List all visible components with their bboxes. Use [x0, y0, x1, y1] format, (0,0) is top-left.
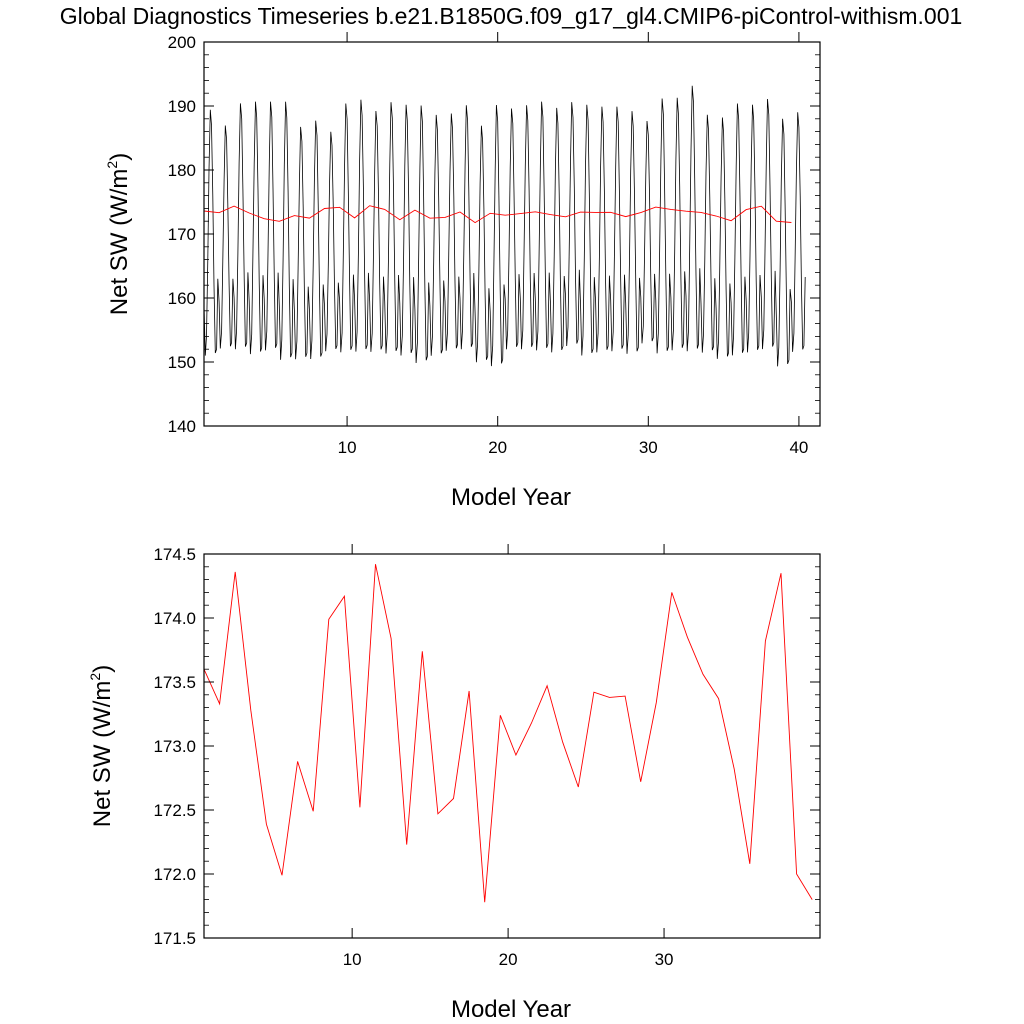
panel-2-y-tick-label: 174.0 — [153, 609, 196, 628]
panel-1-y-tick-label: 140 — [168, 417, 196, 436]
panel-2: 171.5 172.0 172.5 173.0 173.5 174.0 174.5 10 20 3… — [87, 544, 821, 1023]
figure-title: Global Diagnostics Timeseries b.e21.B185… — [60, 3, 963, 29]
panel-2-ticks: 171.5 172.0 172.5 173.0 173.5 174.0 174.5 10 20 3… — [153, 544, 820, 969]
panel-1-y-tick-label: 150 — [168, 353, 196, 372]
panel-2-x-tick-label: 20 — [499, 950, 518, 969]
panel-1-x-tick-label: 30 — [639, 438, 658, 457]
panel-2-y-tick-label: 172.0 — [153, 865, 196, 884]
panel-1-x-tick-label: 10 — [338, 438, 357, 457]
panel-1-x-axis-label: Model Year — [451, 484, 571, 511]
panel-1-y-tick-label: 190 — [168, 97, 196, 116]
panel-1-series — [204, 85, 806, 367]
panel-1-y-axis-label: Net SW (W/m2) — [104, 153, 133, 315]
panel-2-x-tick-label: 10 — [343, 950, 362, 969]
panel-2-x-tick-label: 30 — [655, 950, 674, 969]
panel-2-series — [204, 564, 813, 903]
panel-2-y-tick-label: 172.5 — [153, 801, 196, 820]
panel-1: 140 150 160 170 180 190 200 10 20 30 40 Model Year… — [104, 32, 821, 511]
panel-2-y-tick-label: 173.5 — [153, 673, 196, 692]
panel-1-x-tick-label: 40 — [789, 438, 808, 457]
panel-1-y-tick-label: 180 — [168, 161, 196, 180]
panel-1-series-annual-line — [204, 205, 792, 224]
panel-2-y-tick-label: 171.5 — [153, 929, 196, 948]
panel-2-y-tick-label: 173.0 — [153, 737, 196, 756]
panel-1-y-tick-label: 200 — [168, 33, 196, 52]
panel-2-y-axis-label: Net SW (W/m2) — [87, 665, 116, 827]
panel-1-series-monthly-line — [204, 85, 806, 367]
panel-1-y-tick-label: 160 — [168, 289, 196, 308]
panel-1-x-tick-label: 20 — [488, 438, 507, 457]
panel-1-ticks: 140 150 160 170 180 190 200 10 20 30 40 — [168, 32, 820, 457]
panel-1-frame — [203, 41, 821, 427]
panel-2-x-axis-label: Model Year — [451, 996, 571, 1023]
panel-2-series-annual-line — [204, 564, 813, 903]
panel-2-y-tick-label: 174.5 — [153, 545, 196, 564]
panel-1-y-tick-label: 170 — [168, 225, 196, 244]
